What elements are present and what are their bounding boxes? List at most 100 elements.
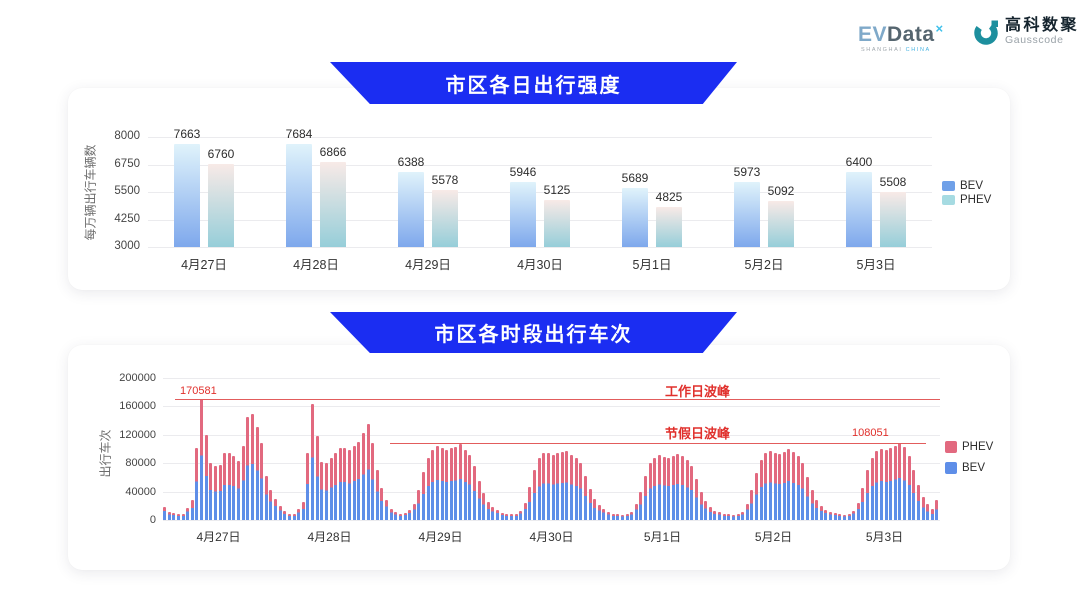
chart2-stacked-bar[interactable]	[611, 513, 615, 520]
chart2-stacked-bar[interactable]	[815, 500, 819, 520]
chart2-stacked-bar[interactable]	[796, 456, 800, 520]
chart2-stacked-bar[interactable]	[653, 457, 657, 520]
chart2-legend-item-phev[interactable]: PHEV	[945, 441, 993, 453]
chart2-stacked-bar[interactable]	[459, 444, 463, 520]
chart2-stacked-bar[interactable]	[491, 507, 495, 520]
chart1-bev-bar[interactable]	[846, 172, 872, 247]
chart1-phev-bar[interactable]	[768, 200, 794, 247]
chart2-stacked-bar[interactable]	[315, 436, 319, 520]
chart2-stacked-bar[interactable]	[389, 508, 393, 520]
chart2-stacked-bar[interactable]	[496, 510, 500, 520]
chart2-stacked-bar[interactable]	[375, 470, 379, 520]
chart2-stacked-bar[interactable]	[644, 476, 648, 520]
chart2-stacked-bar[interactable]	[898, 443, 902, 520]
chart2-stacked-bar[interactable]	[759, 460, 763, 520]
chart2-stacked-bar[interactable]	[903, 446, 907, 520]
chart2-stacked-bar[interactable]	[810, 490, 814, 520]
chart2-stacked-bar[interactable]	[417, 490, 421, 520]
chart2-stacked-bar[interactable]	[514, 513, 518, 520]
chart2-stacked-bar[interactable]	[449, 448, 453, 520]
chart2-stacked-bar[interactable]	[704, 500, 708, 520]
chart2-stacked-bar[interactable]	[551, 454, 555, 520]
chart2-stacked-bar[interactable]	[255, 427, 259, 520]
chart2-stacked-bar[interactable]	[893, 446, 897, 520]
chart2-stacked-bar[interactable]	[722, 513, 726, 520]
chart2-stacked-bar[interactable]	[431, 449, 435, 520]
chart2-stacked-bar[interactable]	[884, 449, 888, 520]
chart2-stacked-bar[interactable]	[625, 514, 629, 520]
chart2-stacked-bar[interactable]	[190, 500, 194, 520]
chart1-phev-bar[interactable]	[544, 200, 570, 247]
chart2-stacked-bar[interactable]	[320, 461, 324, 520]
chart2-stacked-bar[interactable]	[921, 496, 925, 520]
chart2-stacked-bar[interactable]	[842, 514, 846, 520]
chart2-stacked-bar[interactable]	[750, 490, 754, 520]
chart2-stacked-bar[interactable]	[681, 456, 685, 520]
chart2-stacked-bar[interactable]	[671, 456, 675, 520]
chart2-stacked-bar[interactable]	[260, 443, 264, 520]
chart2-stacked-bar[interactable]	[694, 478, 698, 520]
chart2-stacked-bar[interactable]	[486, 501, 490, 520]
chart2-stacked-bar[interactable]	[764, 453, 768, 520]
chart2-stacked-bar[interactable]	[736, 514, 740, 520]
chart2-stacked-bar[interactable]	[463, 449, 467, 520]
chart2-stacked-bar[interactable]	[745, 503, 749, 520]
chart2-stacked-bar[interactable]	[778, 454, 782, 520]
chart2-stacked-bar[interactable]	[875, 451, 879, 520]
chart2-stacked-bar[interactable]	[408, 510, 412, 520]
chart2-stacked-bar[interactable]	[907, 456, 911, 520]
chart2-stacked-bar[interactable]	[195, 448, 199, 520]
chart2-stacked-bar[interactable]	[667, 458, 671, 520]
chart2-stacked-bar[interactable]	[805, 477, 809, 520]
chart2-stacked-bar[interactable]	[213, 466, 217, 520]
chart2-stacked-bar[interactable]	[348, 449, 352, 520]
chart2-stacked-bar[interactable]	[537, 458, 541, 520]
chart2-stacked-bar[interactable]	[833, 513, 837, 520]
chart2-stacked-bar[interactable]	[237, 461, 241, 520]
chart2-stacked-bar[interactable]	[583, 476, 587, 520]
chart2-stacked-bar[interactable]	[394, 512, 398, 520]
chart2-stacked-bar[interactable]	[889, 448, 893, 520]
chart2-stacked-bar[interactable]	[357, 441, 361, 520]
chart2-stacked-bar[interactable]	[630, 511, 634, 520]
chart2-stacked-bar[interactable]	[301, 501, 305, 520]
chart2-stacked-bar[interactable]	[241, 445, 245, 521]
chart2-stacked-bar[interactable]	[278, 505, 282, 520]
chart2-stacked-bar[interactable]	[787, 449, 791, 520]
chart2-stacked-bar[interactable]	[593, 498, 597, 520]
chart2-stacked-bar[interactable]	[366, 424, 370, 520]
chart2-stacked-bar[interactable]	[422, 471, 426, 520]
chart1-phev-bar[interactable]	[320, 161, 346, 247]
chart1-bev-bar[interactable]	[510, 182, 536, 247]
chart2-legend-item-bev[interactable]: BEV	[945, 462, 985, 474]
chart2-stacked-bar[interactable]	[209, 463, 213, 520]
chart2-stacked-bar[interactable]	[935, 500, 939, 520]
chart2-stacked-bar[interactable]	[528, 487, 532, 520]
chart2-stacked-bar[interactable]	[403, 513, 407, 520]
chart2-stacked-bar[interactable]	[542, 452, 546, 520]
chart1-phev-bar[interactable]	[656, 206, 682, 247]
chart1-phev-bar[interactable]	[432, 190, 458, 247]
chart2-stacked-bar[interactable]	[445, 449, 449, 520]
chart2-stacked-bar[interactable]	[634, 504, 638, 520]
chart1-bev-bar[interactable]	[398, 172, 424, 247]
chart2-stacked-bar[interactable]	[546, 453, 550, 520]
chart2-stacked-bar[interactable]	[597, 505, 601, 520]
chart2-stacked-bar[interactable]	[218, 464, 222, 520]
chart2-stacked-bar[interactable]	[264, 476, 268, 520]
chart2-stacked-bar[interactable]	[398, 513, 402, 520]
chart2-stacked-bar[interactable]	[662, 456, 666, 520]
chart2-stacked-bar[interactable]	[352, 446, 356, 520]
chart2-stacked-bar[interactable]	[570, 454, 574, 520]
chart2-stacked-bar[interactable]	[472, 466, 476, 520]
chart2-stacked-bar[interactable]	[204, 434, 208, 520]
chart2-stacked-bar[interactable]	[385, 500, 389, 520]
chart2-stacked-bar[interactable]	[727, 514, 731, 520]
chart2-stacked-bar[interactable]	[930, 508, 934, 520]
chart2-stacked-bar[interactable]	[186, 507, 190, 520]
chart2-stacked-bar[interactable]	[588, 488, 592, 520]
chart2-stacked-bar[interactable]	[852, 510, 856, 520]
chart2-stacked-bar[interactable]	[755, 473, 759, 520]
chart2-stacked-bar[interactable]	[306, 452, 310, 520]
chart1-bev-bar[interactable]	[622, 187, 648, 247]
